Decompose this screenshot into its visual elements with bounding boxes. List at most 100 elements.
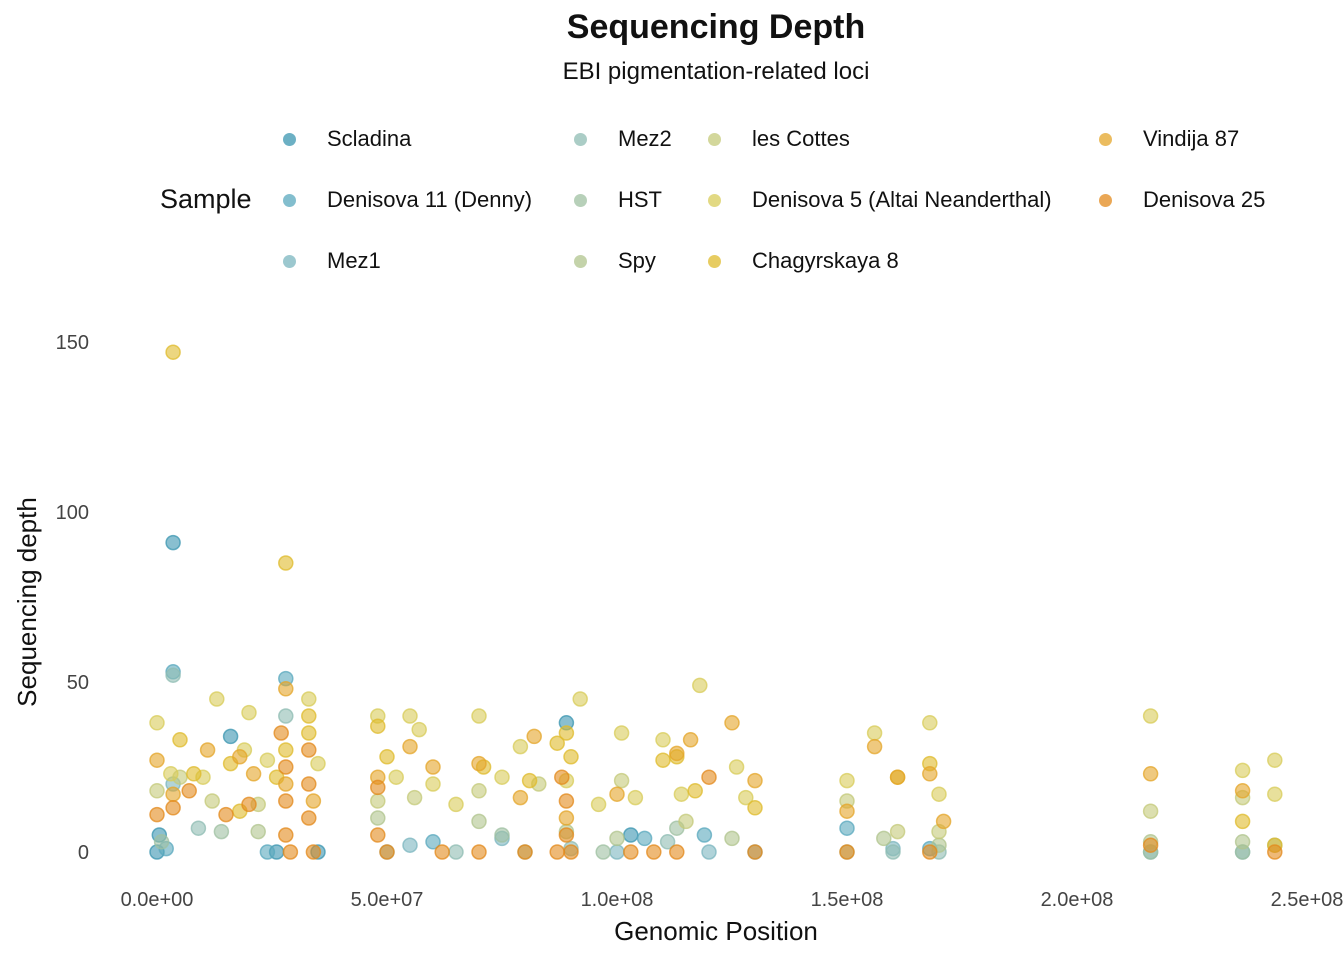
data-point xyxy=(209,691,225,707)
data-point xyxy=(186,766,202,782)
data-point xyxy=(199,742,216,758)
data-point xyxy=(153,834,170,850)
data-point xyxy=(549,844,565,860)
data-point xyxy=(278,681,294,697)
data-point xyxy=(1267,786,1283,802)
data-point xyxy=(678,813,694,830)
data-point xyxy=(595,844,611,860)
y-tick-label: 100 xyxy=(56,502,89,524)
data-point xyxy=(1267,752,1283,768)
data-point xyxy=(278,776,294,792)
data-point xyxy=(425,776,441,792)
series-denisova-11-denny xyxy=(158,664,938,860)
legend-label: Vindija 87 xyxy=(1143,126,1240,151)
data-point xyxy=(1142,766,1159,782)
legend-item: Denisova 5 (Altai Neanderthal) xyxy=(708,185,1052,215)
data-point xyxy=(165,534,181,551)
data-point xyxy=(866,738,883,755)
data-point xyxy=(1142,708,1159,724)
legend-swatch-icon xyxy=(283,193,296,207)
legend-swatch-icon xyxy=(708,132,721,146)
data-point xyxy=(609,830,625,847)
legend-swatch-icon xyxy=(574,132,587,146)
legend-label: Chagyrskaya 8 xyxy=(752,248,899,273)
data-point xyxy=(301,810,317,826)
data-point xyxy=(687,783,703,799)
data-point xyxy=(402,708,418,724)
data-point xyxy=(655,732,671,748)
x-tick-label: 1.5e+08 xyxy=(811,889,884,911)
legend-swatch-icon xyxy=(1099,193,1112,207)
data-point xyxy=(471,783,487,799)
data-point xyxy=(448,796,464,813)
data-point xyxy=(673,786,690,802)
data-point xyxy=(406,789,423,806)
data-point xyxy=(259,752,276,768)
legend-label: Denisova 25 xyxy=(1143,187,1266,212)
data-point xyxy=(310,755,326,772)
data-point xyxy=(278,793,294,809)
y-axis-ticks: 0 50 100 150 xyxy=(56,332,89,864)
legend-swatch-icon xyxy=(708,254,721,268)
data-point xyxy=(839,803,855,819)
data-point xyxy=(558,793,575,809)
data-point xyxy=(613,772,630,789)
data-point xyxy=(609,786,625,802)
x-axis-ticks: 0.0e+00 5.0e+07 1.0e+08 1.5e+08 2.0e+08 2.5e+… xyxy=(121,889,1344,911)
data-point xyxy=(149,715,165,731)
data-point xyxy=(922,766,938,782)
chart-subtitle: EBI pigmentation-related loci xyxy=(562,58,870,85)
data-point xyxy=(379,749,395,765)
data-point xyxy=(278,742,294,758)
data-point xyxy=(935,813,952,830)
data-points xyxy=(149,344,1283,860)
data-point xyxy=(388,769,404,785)
legend-item: Denisova 11 (Denny) xyxy=(283,185,532,215)
data-point xyxy=(425,834,441,850)
legend-swatch-icon xyxy=(574,254,587,268)
data-point xyxy=(149,806,165,823)
data-point xyxy=(876,830,892,847)
series-mez1 xyxy=(165,776,1251,860)
data-point xyxy=(517,844,533,860)
data-point xyxy=(889,823,906,840)
data-point xyxy=(218,806,234,823)
data-point xyxy=(1234,813,1251,830)
x-axis-title: Genomic Position xyxy=(614,916,818,946)
data-point xyxy=(623,844,639,860)
y-axis-title: Sequencing depth xyxy=(12,497,42,707)
data-point xyxy=(425,759,441,775)
data-point xyxy=(526,728,542,745)
x-tick-label: 0.0e+00 xyxy=(121,889,194,911)
data-point xyxy=(301,742,317,758)
data-point xyxy=(301,691,317,707)
data-point xyxy=(370,827,386,843)
data-point xyxy=(301,776,317,792)
legend-label: Denisova 5 (Altai Neanderthal) xyxy=(752,187,1052,212)
data-point xyxy=(204,793,220,809)
data-point xyxy=(512,738,529,755)
data-point xyxy=(866,725,883,741)
legend-item: Denisova 25 xyxy=(1099,185,1265,215)
legend-item: Spy xyxy=(574,246,656,276)
data-point xyxy=(273,725,289,741)
data-point xyxy=(222,728,239,745)
data-point xyxy=(701,844,717,860)
series-denisova-25 xyxy=(149,725,1283,860)
data-point xyxy=(259,844,276,860)
data-point xyxy=(738,789,754,806)
data-point xyxy=(558,725,575,741)
data-point xyxy=(165,800,181,816)
data-point xyxy=(885,844,901,860)
data-point xyxy=(701,769,717,785)
legend-item: Vindija 87 xyxy=(1099,124,1239,154)
x-tick-label: 2.5e+08 xyxy=(1271,889,1344,911)
data-point xyxy=(747,772,763,789)
legend-swatch-icon xyxy=(574,193,587,207)
x-tick-label: 5.0e+07 xyxy=(351,889,424,911)
legend-item: les Cottes xyxy=(708,124,850,154)
x-tick-label: 2.0e+08 xyxy=(1041,889,1114,911)
data-point xyxy=(241,704,257,721)
data-point xyxy=(305,844,322,860)
chart-title: Sequencing Depth xyxy=(566,8,866,46)
